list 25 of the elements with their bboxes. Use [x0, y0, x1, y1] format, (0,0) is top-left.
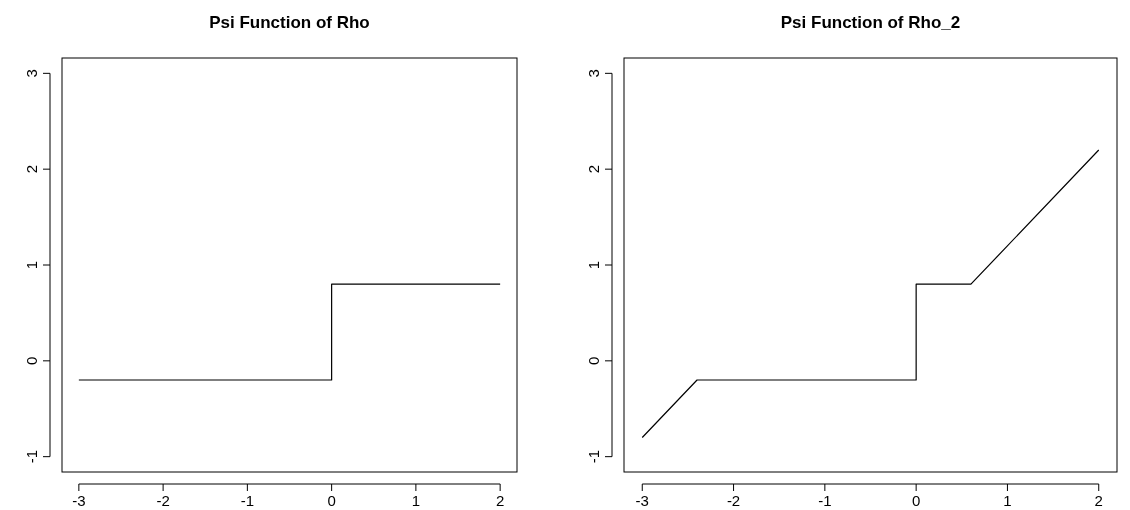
x-tick-label: -1: [240, 492, 255, 509]
y-tick-label: -1: [585, 449, 602, 464]
x-tick-label: -2: [156, 492, 170, 509]
line-series: [641, 149, 1100, 439]
x-tick-label: 1: [411, 492, 421, 509]
x-tick-label: 0: [327, 492, 336, 509]
x-tick-label: -3: [635, 492, 649, 509]
y-tick-label: 0: [585, 356, 602, 366]
chart-title: Psi Function of Rho_2: [780, 13, 961, 32]
x-tick-label: -3: [72, 492, 86, 509]
x-tick-label: 0: [911, 492, 921, 509]
y-tick-label: 1: [23, 260, 40, 270]
x-tick-label: 1: [1003, 492, 1012, 509]
y-tick-label: 2: [585, 164, 602, 174]
y-tick-label: 3: [585, 69, 602, 78]
y-tick-label: 3: [23, 69, 40, 78]
x-tick-label: 2: [1094, 492, 1103, 509]
chart-title: Psi Function of Rho: [209, 13, 370, 32]
y-tick-label: 0: [23, 356, 40, 366]
x-tick-label: 2: [495, 492, 505, 509]
y-tick-label: 2: [23, 164, 40, 174]
y-tick-label: 1: [585, 260, 602, 270]
x-tick-label: -2: [726, 492, 741, 509]
y-tick-label: -1: [23, 449, 40, 464]
x-tick-label: -1: [818, 492, 832, 509]
